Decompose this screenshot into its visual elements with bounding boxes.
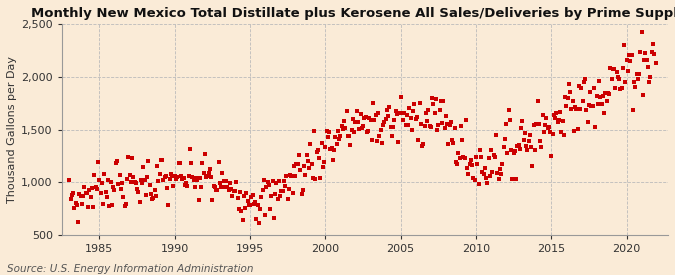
Y-axis label: Thousand Gallons per Day: Thousand Gallons per Day: [7, 56, 17, 203]
Title: Monthly New Mexico Total Distillate plus Kerosene All Sales/Deliveries by Prime : Monthly New Mexico Total Distillate plus…: [31, 7, 675, 20]
Text: Source: U.S. Energy Information Administration: Source: U.S. Energy Information Administ…: [7, 264, 253, 274]
